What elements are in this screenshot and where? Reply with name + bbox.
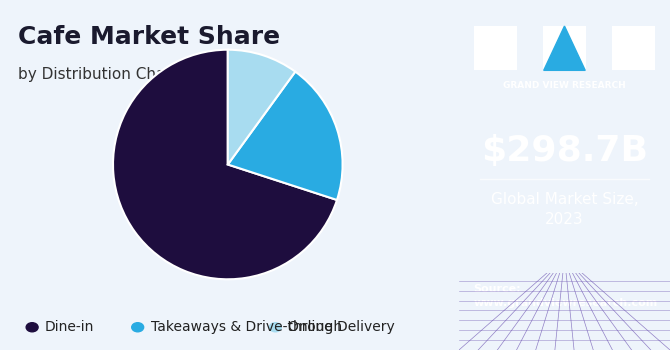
Wedge shape [113, 50, 337, 279]
Bar [474, 26, 517, 70]
Wedge shape [228, 72, 342, 200]
Text: by Distribution Channel, 2023 (%): by Distribution Channel, 2023 (%) [18, 66, 278, 82]
Wedge shape [228, 50, 295, 164]
Text: $298.7B: $298.7B [481, 133, 648, 168]
Text: Online Delivery: Online Delivery [288, 320, 395, 334]
Text: GRAND VIEW RESEARCH: GRAND VIEW RESEARCH [503, 82, 626, 91]
Text: Dine-in: Dine-in [45, 320, 94, 334]
Text: Source:
www.grandviewresearch.com: Source: www.grandviewresearch.com [474, 284, 658, 308]
Circle shape [269, 323, 281, 332]
Circle shape [26, 323, 38, 332]
Text: Takeaways & Drive-through: Takeaways & Drive-through [151, 320, 342, 334]
Bar [612, 26, 655, 70]
Text: Global Market Size,
2023: Global Market Size, 2023 [490, 193, 639, 227]
Polygon shape [544, 26, 585, 70]
Text: Cafe Market Share: Cafe Market Share [18, 25, 281, 49]
Bar [543, 26, 586, 70]
Circle shape [132, 323, 143, 332]
